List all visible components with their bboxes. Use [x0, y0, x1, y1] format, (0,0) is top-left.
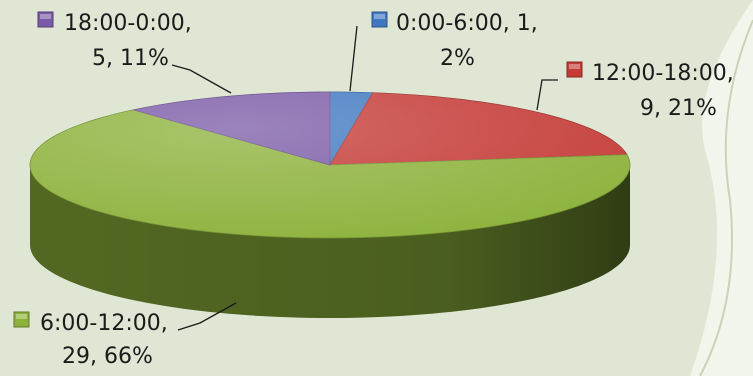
data-label-0:00-6:00: 0:00-6:00, 1, 2%: [349, 11, 538, 92]
leader-line-2: [177, 302, 237, 331]
legend-swatch-3: [37, 11, 54, 28]
data-labels: 0:00-6:00, 1, 2% 12:00-18:00, 9, 21% 6:00-12…: [13, 11, 734, 369]
data-label-text: 6:00-12:00,: [40, 311, 168, 336]
legend-swatch-0: [371, 11, 388, 28]
data-label-text: 12:00-18:00,: [592, 61, 734, 86]
data-label-text: 0:00-6:00, 1,: [396, 11, 538, 36]
leader-line-1: [536, 79, 558, 111]
pie-top-gloss: [30, 92, 630, 238]
data-label-12:00-18:00: 12:00-18:00, 9, 21%: [536, 61, 734, 121]
data-label-text: 29, 66%: [62, 344, 153, 369]
data-label-6:00-12:00: 6:00-12:00, 29, 66%: [13, 302, 237, 369]
data-label-text: 5, 11%: [92, 46, 169, 71]
leader-line-0: [349, 25, 358, 92]
background-swoosh: [690, 0, 753, 376]
leader-line-3: [171, 64, 232, 94]
data-label-text: 9, 21%: [640, 96, 717, 121]
legend-swatch-2: [13, 311, 30, 328]
pie-body: 0:00-6:00, 1, 2%12:00-18:00, 9, 21%6:00-…: [29, 91, 631, 318]
data-label-18:00-0:00: 18:00-0:00, 5, 11%: [37, 11, 232, 94]
legend-swatch-1: [566, 61, 583, 78]
data-label-text: 18:00-0:00,: [64, 11, 192, 36]
background-swoosh-edge: [699, 19, 753, 376]
data-label-text: 2%: [440, 46, 475, 71]
pie-side-shade-2: [30, 165, 630, 318]
